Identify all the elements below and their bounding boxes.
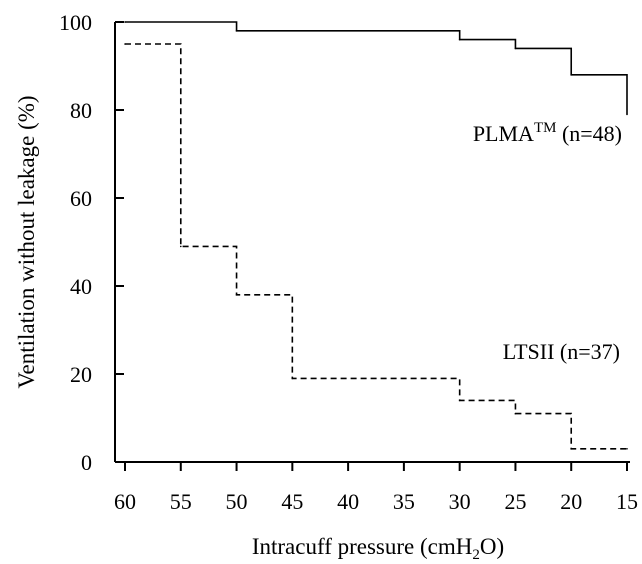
data-point — [570, 74, 573, 76]
y-tick-label: 20 — [70, 362, 92, 387]
series-line-plma — [125, 21, 628, 115]
data-point — [179, 245, 182, 248]
x-tick-label: 60 — [114, 489, 136, 514]
x-tick-label: 25 — [504, 489, 526, 514]
x-tick-label: 35 — [393, 489, 415, 514]
data-point — [514, 412, 517, 415]
x-tick-label: 15 — [616, 489, 638, 514]
x-tick-label: 20 — [560, 489, 582, 514]
axes — [114, 22, 630, 463]
series-label-plma-tail: (n=48) — [556, 121, 622, 146]
data-point — [570, 448, 573, 450]
data-point — [458, 399, 461, 402]
y-tick-label: 80 — [70, 98, 92, 123]
x-tick-label: 50 — [226, 489, 248, 514]
data-point — [626, 113, 628, 116]
x-axis-label: Intracuff pressure (cmH2O) — [252, 534, 504, 563]
x-tick-label: 40 — [337, 489, 359, 514]
y-tick-label: 40 — [70, 274, 92, 299]
x-tick-label: 30 — [449, 489, 471, 514]
y-tick-label: 60 — [70, 186, 92, 211]
x-ticks: 60 55 50 45 40 35 30 25 20 15 — [114, 462, 638, 514]
series-label-plma: PLMATM (n=48) — [473, 120, 622, 146]
data-point — [124, 21, 126, 23]
series-label-ltsii: LTSII (n=37) — [503, 339, 620, 364]
data-point — [458, 38, 461, 41]
series-label-plma-main: PLMA — [473, 121, 534, 146]
x-axis-label-tail: O) — [480, 534, 504, 559]
y-tick-label: 100 — [59, 10, 92, 35]
x-tick-label: 45 — [281, 489, 303, 514]
x-axis-label-main: Intracuff pressure (cmH — [252, 534, 473, 559]
series-label-plma-sup: TM — [534, 120, 557, 136]
y-ticks: 0 20 40 60 80 100 — [59, 10, 124, 475]
data-point — [514, 47, 517, 50]
data-point — [291, 377, 294, 380]
data-point — [235, 294, 238, 296]
x-axis-label-sub: 2 — [472, 547, 480, 563]
data-point — [235, 30, 238, 32]
series-line-ltsii — [125, 43, 627, 450]
data-point — [626, 448, 628, 450]
series-lines — [124, 21, 628, 450]
y-tick-label: 0 — [81, 450, 92, 475]
data-point — [124, 43, 126, 45]
x-tick-label: 55 — [170, 489, 192, 514]
y-axis-label: Ventilation without leakage (%) — [14, 95, 39, 388]
